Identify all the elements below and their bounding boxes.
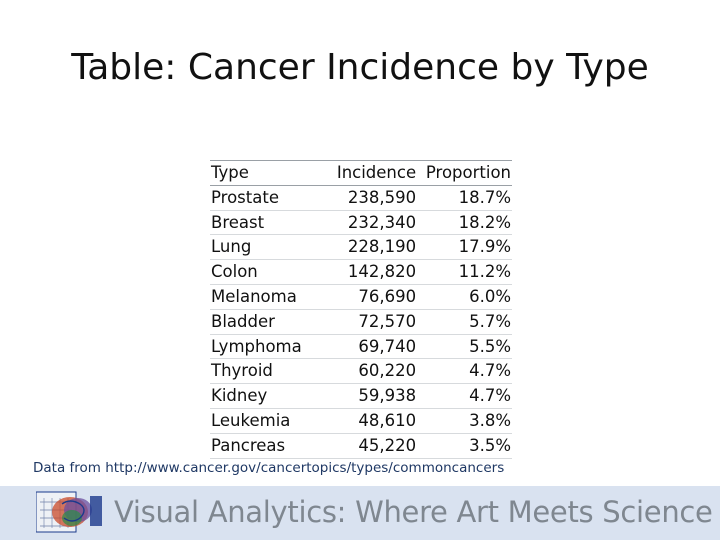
cell-type: Lung	[211, 237, 252, 257]
cell-type: Kidney	[211, 386, 268, 406]
table-row: Lung 228,190 17.9%	[210, 235, 512, 260]
cell-proportion: 6.0%	[469, 286, 511, 306]
table-header-row: Type Incidence Proportion	[210, 160, 512, 186]
cell-proportion: 4.7%	[469, 386, 511, 406]
cell-incidence: 232,340	[347, 212, 417, 232]
cell-incidence: 48,610	[358, 410, 417, 430]
cell-proportion: 18.7%	[458, 187, 511, 207]
cell-proportion: 18.2%	[458, 212, 511, 232]
data-source-note: Data from http://www.cancer.gov/cancerto…	[33, 460, 505, 476]
cell-incidence: 72,570	[358, 311, 417, 331]
column-header-type: Type	[210, 160, 330, 186]
table-row: Lymphoma 69,740 5.5%	[210, 334, 512, 359]
slide-title: Table: Cancer Incidence by Type	[71, 47, 649, 88]
footer-banner: Visual Analytics: Where Art Meets Scienc…	[0, 486, 720, 540]
table-row: Bladder 72,570 5.7%	[210, 309, 512, 335]
cell-type: Thyroid	[211, 361, 273, 381]
table-header: Type Incidence Proportion	[210, 160, 512, 186]
cell-incidence: 59,938	[358, 386, 417, 406]
cell-incidence: 60,220	[358, 361, 417, 381]
cell-incidence: 228,190	[347, 237, 417, 257]
cell-type: Pancreas	[211, 435, 286, 455]
cell-type: Breast	[211, 212, 265, 232]
cell-incidence: 76,690	[358, 286, 417, 306]
cell-proportion: 11.2%	[458, 262, 511, 282]
cell-type: Melanoma	[211, 286, 297, 306]
table-body: Prostate 238,590 18.7% Breast 232,340 18.2% …	[210, 185, 512, 459]
cell-type: Lymphoma	[211, 336, 302, 356]
table-row: Melanoma 76,690 6.0%	[210, 284, 512, 310]
footer-course-title: Visual Analytics: Where Art Meets Scienc…	[114, 495, 713, 529]
table-row: Colon 142,820 11.2%	[210, 260, 512, 285]
brain-art-logo-icon	[35, 490, 104, 534]
table-row: Leukemia 48,610 3.8%	[210, 408, 512, 434]
cell-proportion: 3.8%	[469, 410, 511, 430]
table-row: Kidney 59,938 4.7%	[210, 384, 512, 409]
table-row: Thyroid 60,220 4.7%	[210, 359, 512, 384]
cancer-incidence-table: Type Incidence Proportion Prostate 238,59…	[210, 160, 512, 459]
cell-proportion: 17.9%	[458, 237, 511, 257]
cell-type: Prostate	[211, 187, 279, 207]
cell-type: Bladder	[211, 311, 275, 331]
cell-proportion: 4.7%	[469, 361, 511, 381]
cell-incidence: 69,740	[358, 336, 417, 356]
cancer-incidence-table-container: Type Incidence Proportion Prostate 238,59…	[210, 160, 512, 459]
column-header-proportion: Proportion	[417, 160, 512, 186]
cell-proportion: 5.5%	[469, 336, 511, 356]
cell-proportion: 5.7%	[469, 311, 511, 331]
cell-incidence: 45,220	[358, 435, 417, 455]
column-header-incidence: Incidence	[329, 160, 418, 186]
table-row: Pancreas 45,220 3.5%	[210, 433, 512, 459]
cell-type: Colon	[211, 262, 258, 282]
table-row: Breast 232,340 18.2%	[210, 210, 512, 235]
cell-type: Leukemia	[211, 410, 291, 430]
cell-incidence: 142,820	[347, 262, 417, 282]
table-row: Prostate 238,590 18.7%	[210, 185, 512, 211]
cell-proportion: 3.5%	[469, 435, 511, 455]
cell-incidence: 238,590	[347, 187, 417, 207]
